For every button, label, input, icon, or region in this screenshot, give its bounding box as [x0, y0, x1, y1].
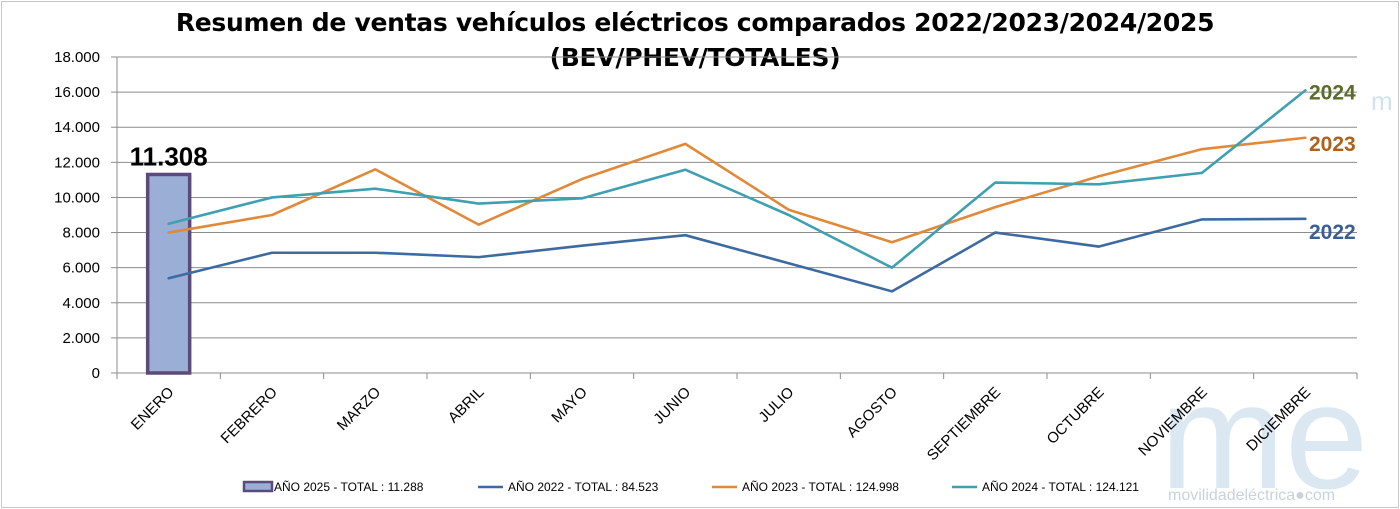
- series-end-label-2023: 2023: [1309, 133, 1356, 156]
- x-tick-label: ENERO: [128, 384, 178, 434]
- bar-data-label: 11.308: [130, 141, 208, 171]
- legend-label-2023: AÑO 2023 - TOTAL : 124.998: [742, 480, 899, 494]
- y-tick-label: 10.000: [54, 189, 100, 206]
- chart-title-line1: Resumen de ventas vehículos eléctricos c…: [175, 8, 1215, 37]
- legend: AÑO 2025 - TOTAL : 11.288 AÑO 2022 - TOTA…: [242, 480, 1139, 494]
- series-line-2022: [167, 217, 1307, 293]
- watermark-logo-text: me: [1160, 352, 1368, 509]
- y-tick-label: 16.000: [54, 84, 100, 101]
- x-tick-label: JUNIO: [650, 384, 694, 428]
- series-end-label-2024: 2024: [1309, 81, 1356, 104]
- x-tick-label: MAYO: [548, 384, 590, 426]
- watermark-fragment-text: m: [1371, 86, 1393, 116]
- series-line-2024: [167, 89, 1307, 269]
- y-tick-label: 12.000: [54, 154, 100, 171]
- series-end-labels: 2022 2023 2024: [1309, 81, 1356, 244]
- x-tick-label: MARZO: [334, 384, 384, 434]
- x-tick-label: JULIO: [755, 384, 797, 426]
- line-series: [167, 89, 1307, 293]
- legend-swatch-2025: [242, 480, 274, 493]
- legend-label-2024: AÑO 2024 - TOTAL : 124.121: [982, 480, 1139, 494]
- legend-label-2025: AÑO 2025 - TOTAL : 11.288: [274, 480, 424, 494]
- series-end-label-2022: 2022: [1309, 221, 1356, 244]
- y-tick-label: 18.000: [54, 49, 100, 66]
- y-axis: 0 2.000 4.000 6.000 8.000 10.000 12.000 14.000 1…: [54, 49, 118, 382]
- series-line-2023: [167, 136, 1307, 244]
- y-tick-label: 2.000: [62, 330, 100, 347]
- y-tick-label: 4.000: [62, 295, 100, 312]
- x-tick-label: SEPTIEMBRE: [924, 384, 1004, 464]
- watermark-url-text: movilidadeléctrica●com: [1168, 487, 1335, 504]
- x-tick-label: ABRIL: [445, 384, 488, 427]
- y-tick-label: 14.000: [54, 119, 100, 136]
- x-tick-label: AGOSTO: [844, 384, 901, 441]
- legend-label-2022: AÑO 2022 - TOTAL : 84.523: [508, 480, 659, 494]
- grid-lines: [117, 56, 1357, 339]
- x-tick-label: OCTUBRE: [1044, 384, 1108, 448]
- x-tick-label: FEBRERO: [218, 384, 281, 447]
- y-tick-label: 0: [92, 365, 100, 382]
- y-tick-label: 8.000: [62, 225, 100, 242]
- y-tick-label: 6.000: [62, 260, 100, 277]
